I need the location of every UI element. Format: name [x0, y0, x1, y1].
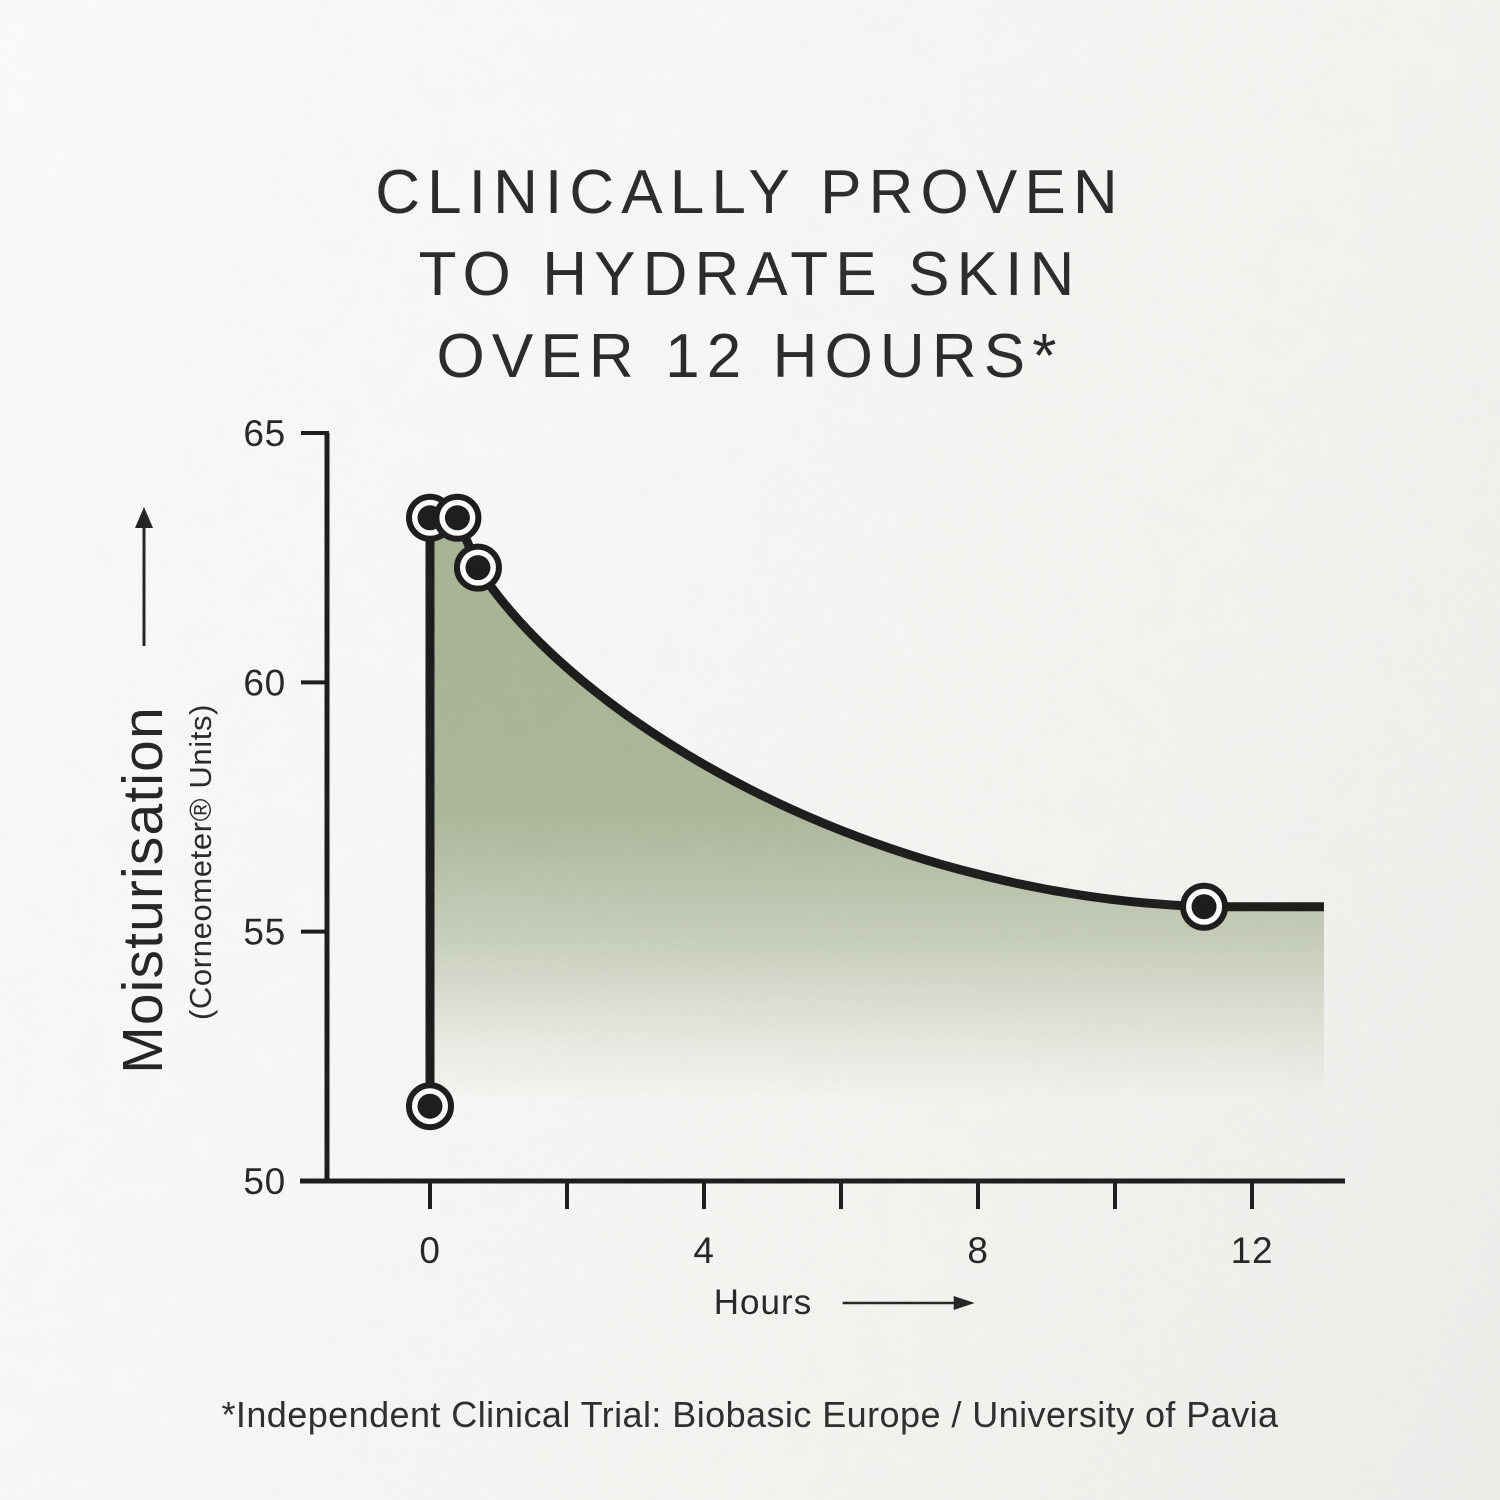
page-title: CLINICALLY PROVEN TO HYDRATE SKIN OVER 1… [0, 152, 1500, 398]
x-axis-title: Hours [714, 1283, 977, 1323]
x-axis-right-arrow-icon [842, 1296, 975, 1310]
y-axis-up-arrow-icon [135, 507, 153, 646]
y-axis-title: Moisturisation [111, 706, 175, 1074]
y-tick-label: 50 [243, 1161, 286, 1202]
footnote: *Independent Clinical Trial: Biobasic Eu… [221, 1394, 1279, 1435]
y-axis-subtitle: (Corneometer® Units) [183, 703, 218, 1021]
title-line-1: CLINICALLY PROVEN [375, 158, 1125, 227]
title-line-3: OVER 12 HOURS* [436, 322, 1064, 391]
y-tick-label: 60 [243, 662, 286, 703]
y-tick-label: 65 [243, 413, 286, 454]
y-tick-label: 55 [243, 912, 286, 953]
x-tick-label: 0 [419, 1230, 440, 1271]
x-tick-label: 4 [693, 1230, 714, 1271]
data-point-marker-core [444, 505, 470, 531]
x-axis-title-label: Hours [713, 1283, 813, 1322]
data-point-marker-core [1191, 894, 1217, 920]
data-point-marker-core [417, 1093, 443, 1119]
x-tick-label: 8 [967, 1230, 988, 1271]
x-tick-label: 12 [1231, 1230, 1274, 1271]
area-fill [430, 517, 1324, 1102]
title-line-2: TO HYDRATE SKIN [418, 240, 1082, 309]
data-point-marker-core [465, 555, 491, 581]
